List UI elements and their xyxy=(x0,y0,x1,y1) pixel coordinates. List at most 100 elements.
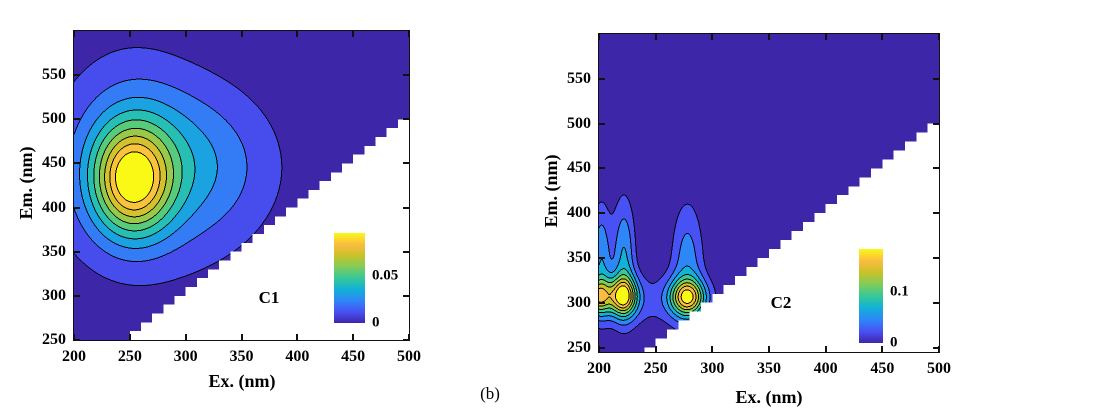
c2-colorbar: 0.1 0 xyxy=(859,249,909,350)
x-tick xyxy=(654,346,657,352)
y-tick-label: 250 xyxy=(567,338,591,356)
y-tick-label: 300 xyxy=(567,293,591,311)
y-tick-label: 550 xyxy=(567,69,591,87)
y-tick-right xyxy=(933,256,939,259)
y-tick-right xyxy=(933,212,939,215)
x-tick xyxy=(296,334,299,340)
x-tick xyxy=(938,346,940,352)
y-tick-right xyxy=(403,162,409,165)
x-tick-top xyxy=(598,34,600,40)
x-tick-top xyxy=(128,31,131,37)
y-tick-right xyxy=(933,301,939,304)
y-tick-label: 250 xyxy=(42,331,66,348)
x-tick-label: 300 xyxy=(173,348,198,365)
c1-series-label: C1 xyxy=(258,288,280,307)
c1-x-axis-title: Ex. (nm) xyxy=(208,371,276,391)
y-tick xyxy=(74,162,80,165)
y-tick xyxy=(599,167,605,170)
x-tick-top xyxy=(73,31,75,37)
x-tick-label: 200 xyxy=(62,348,86,365)
x-tick-top xyxy=(184,31,187,37)
y-tick-right xyxy=(403,339,409,341)
y-tick-label: 400 xyxy=(42,198,66,216)
y-tick-right xyxy=(933,346,939,349)
y-tick-right xyxy=(933,167,939,170)
x-tick-top xyxy=(938,34,940,40)
y-tick-label: 300 xyxy=(42,286,66,304)
x-tick-top xyxy=(654,34,657,40)
c1-colorbar: 0.05 0 xyxy=(334,233,398,330)
x-tick-top xyxy=(768,34,770,40)
y-tick xyxy=(599,77,605,80)
x-tick-label: 450 xyxy=(341,348,366,365)
x-tick-top xyxy=(824,34,827,40)
y-tick-label: 350 xyxy=(567,248,591,266)
y-tick-right xyxy=(403,294,409,297)
c2-x-axis-title: Ex. (nm) xyxy=(735,387,803,407)
x-tick xyxy=(73,334,75,340)
y-tick-label: 550 xyxy=(42,66,66,84)
x-tick-label: 350 xyxy=(757,360,781,377)
c1-y-axis-title: Em. (nm) xyxy=(16,146,36,220)
x-tick-label: 200 xyxy=(587,360,611,377)
x-tick xyxy=(711,346,714,352)
x-tick xyxy=(240,334,243,340)
x-tick-label: 250 xyxy=(643,360,668,377)
y-tick xyxy=(599,256,605,259)
y-tick-label: 350 xyxy=(42,242,66,260)
y-tick xyxy=(74,206,80,209)
c2-contour-canvas xyxy=(599,34,939,352)
x-tick-label: 400 xyxy=(285,348,310,365)
x-tick xyxy=(824,346,827,352)
y-tick-right xyxy=(403,118,409,121)
y-tick xyxy=(74,118,80,121)
y-tick xyxy=(74,339,80,341)
x-tick-label: 350 xyxy=(229,348,254,365)
x-tick-top xyxy=(240,31,243,37)
c2-y-axis-title: Em. (nm) xyxy=(541,154,561,228)
y-tick xyxy=(599,346,605,349)
c1-plot-area: C1 0.05 0 200 250 300 350 400 450 500 250 300 350 4… xyxy=(42,30,421,365)
x-tick-top xyxy=(881,34,884,40)
x-tick-label: 250 xyxy=(117,348,142,365)
y-tick-right xyxy=(933,77,939,80)
x-tick xyxy=(408,334,410,340)
y-tick xyxy=(599,301,605,304)
x-tick-top xyxy=(352,31,355,37)
x-tick-label: 300 xyxy=(700,360,725,377)
x-tick xyxy=(184,334,187,340)
y-tick-label: 500 xyxy=(567,114,591,132)
x-tick xyxy=(768,346,770,352)
colorbar-tick-label: 0 xyxy=(890,334,898,351)
y-tick-right xyxy=(403,74,409,77)
y-tick xyxy=(599,122,605,125)
x-tick-label: 400 xyxy=(813,360,838,377)
c2-series-label: C2 xyxy=(770,293,792,312)
y-tick xyxy=(599,212,605,215)
y-tick-right xyxy=(403,206,409,209)
colorbar-tick-label: 0 xyxy=(372,314,380,331)
y-tick xyxy=(74,294,80,297)
colorbar-tick-label: 0.05 xyxy=(372,267,399,284)
x-tick-label: 500 xyxy=(397,348,421,365)
x-tick-label: 450 xyxy=(870,360,895,377)
x-tick-label: 500 xyxy=(927,360,951,377)
y-tick xyxy=(74,74,80,77)
x-tick-top xyxy=(296,31,299,37)
y-tick-right xyxy=(933,122,939,125)
x-tick xyxy=(881,346,884,352)
y-tick-label: 400 xyxy=(567,204,591,222)
colorbar-tick-label: 0.1 xyxy=(890,283,909,300)
x-tick-top xyxy=(711,34,714,40)
c2-plot-area: C2 0.1 0 200 250 300 350 400 450 500 250 300 350 40… xyxy=(567,33,951,377)
panel-label: (b) xyxy=(480,384,500,403)
x-tick xyxy=(598,346,600,352)
x-tick-top xyxy=(408,31,410,37)
y-tick-label: 450 xyxy=(42,154,66,172)
y-tick-label: 500 xyxy=(42,110,66,128)
y-tick-right xyxy=(403,250,409,253)
y-tick-label: 450 xyxy=(567,159,591,177)
x-tick xyxy=(128,334,131,340)
x-tick xyxy=(352,334,355,340)
